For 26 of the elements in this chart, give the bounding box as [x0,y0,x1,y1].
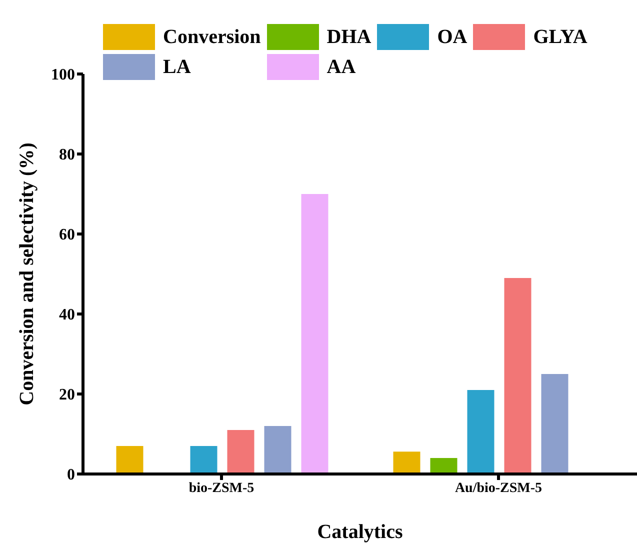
bar [301,194,328,474]
legend-label: LA [163,56,191,78]
y-tick-label: 0 [67,466,75,484]
bar [190,446,218,474]
y-tick-label: 80 [59,146,75,164]
bar [227,430,254,474]
bar [393,452,420,474]
bar [264,426,292,474]
bar [430,458,458,474]
bar [504,278,532,474]
legend-label: DHA [326,26,372,48]
y-tick-label: 100 [51,66,75,84]
y-tick-label: 60 [59,226,75,244]
x-axis-title: Catalytics [317,521,403,544]
bar [541,374,568,474]
legend-label: OA [437,26,468,48]
y-tick-label: 20 [59,386,75,404]
x-tick-label: bio-ZSM-5 [188,480,254,496]
y-tick-label: 40 [59,306,75,324]
legend-label: GLYA [533,26,588,48]
y-axis-title: Conversion and selectivity (%) [16,142,38,406]
x-tick-label: Au/bio-ZSM-5 [454,480,542,496]
legend-label: Conversion [163,26,261,48]
bar [467,390,494,474]
bar [116,446,144,474]
legend-label: AA [326,56,356,78]
